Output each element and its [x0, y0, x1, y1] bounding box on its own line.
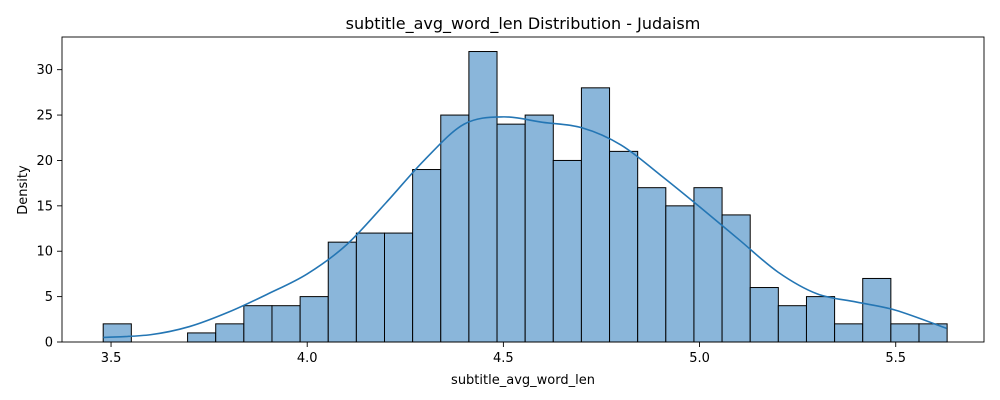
kde-curve	[103, 116, 947, 339]
y-tick-label: 5	[45, 290, 53, 305]
histogram-bar	[440, 114, 470, 343]
histogram-bar	[749, 287, 779, 343]
histogram-bar	[552, 159, 582, 343]
y-tick-label: 30	[36, 63, 53, 78]
histogram-bar	[468, 51, 498, 343]
histogram-bar	[355, 232, 386, 343]
y-tick-label: 0	[45, 336, 53, 351]
histogram-bar	[524, 114, 554, 343]
histogram-bar	[834, 323, 864, 343]
x-tick-label: 5.0	[689, 351, 710, 366]
histogram-bar	[187, 332, 217, 343]
histogram-bar	[215, 323, 245, 343]
histogram-bar	[862, 277, 892, 343]
histogram-bar	[665, 205, 695, 343]
x-axis-label: subtitle_avg_word_len	[451, 373, 595, 388]
plot-frame	[61, 36, 985, 343]
histogram-bar	[496, 123, 526, 343]
histogram-bar	[721, 214, 751, 343]
histogram-bar	[637, 187, 667, 343]
bar-group	[102, 51, 948, 343]
x-tick-label: 4.0	[297, 351, 318, 366]
histogram-bar	[384, 232, 414, 343]
y-tick-label: 20	[36, 154, 53, 169]
histogram-bar	[412, 169, 442, 343]
histogram-bar	[580, 87, 611, 343]
histogram-bar	[805, 296, 836, 343]
chart-title: subtitle_avg_word_len Distribution - Jud…	[346, 14, 701, 34]
histogram-bar	[609, 150, 639, 343]
histogram-bar	[299, 296, 329, 343]
histogram-bar	[271, 305, 301, 343]
x-tick-label: 4.5	[493, 351, 514, 366]
x-axis-ticks: 3.5 4.0 4.5 5.0 5.5	[101, 342, 906, 366]
histogram-bar	[102, 323, 132, 343]
y-axis-label: Density	[16, 165, 31, 215]
histogram-bar	[693, 187, 723, 343]
y-tick-label: 10	[36, 245, 53, 260]
histogram-bar	[243, 305, 273, 343]
y-tick-label: 15	[36, 199, 53, 214]
histogram-bar	[890, 323, 920, 343]
y-tick-label: 25	[36, 109, 53, 124]
histogram-bar	[327, 241, 357, 343]
x-tick-label: 5.5	[885, 351, 906, 366]
y-axis-ticks: 0 5 10 15 20 25 30	[36, 63, 62, 351]
histogram-bar	[777, 305, 807, 343]
x-tick-label: 3.5	[101, 351, 122, 366]
